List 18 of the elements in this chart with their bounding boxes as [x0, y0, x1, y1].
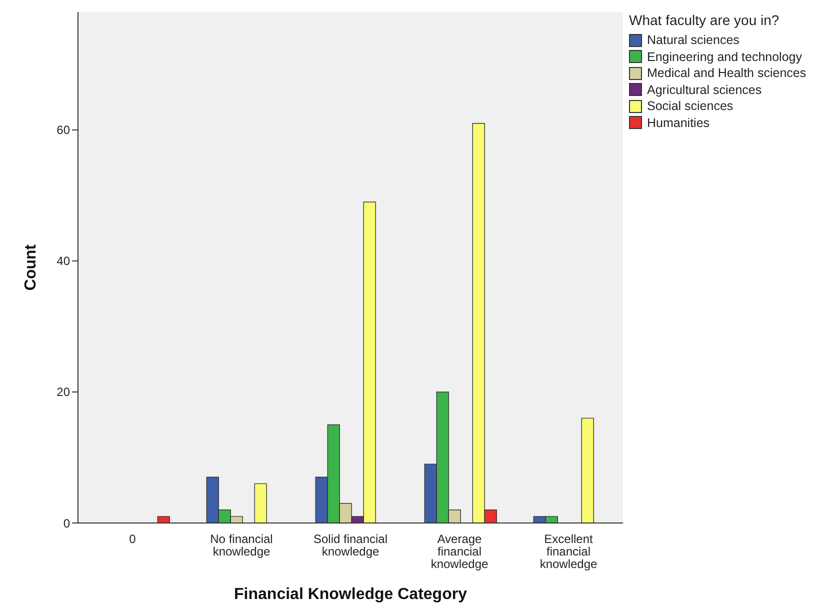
y-axis-title: Count — [22, 244, 40, 291]
legend-label: Medical and Health sciences — [647, 66, 806, 80]
x-axis-title: Financial Knowledge Category — [234, 586, 468, 603]
legend-label: Natural sciences — [647, 33, 740, 48]
y-tick-label: 40 — [56, 254, 70, 268]
x-tick-label: No financial knowledge — [210, 532, 273, 558]
legend-label: Humanities — [647, 116, 710, 130]
legend-title: What faculty are you in? — [629, 12, 780, 28]
x-tick-label: Average financial knowledge — [430, 532, 489, 571]
x-tick-label: Solid financial knowledge — [313, 532, 388, 558]
legend-label: Engineering and technology — [647, 50, 802, 64]
y-tick-label: 0 — [63, 516, 70, 530]
legend-label: Agricultural sciences — [647, 82, 762, 97]
x-tick-label: Excellent financial knowledge — [540, 532, 598, 571]
y-tick-label: 20 — [56, 385, 70, 400]
legend-label: Social sciences — [647, 99, 734, 114]
x-tick-label: 0 — [129, 532, 136, 546]
y-tick-label: 60 — [56, 123, 70, 138]
